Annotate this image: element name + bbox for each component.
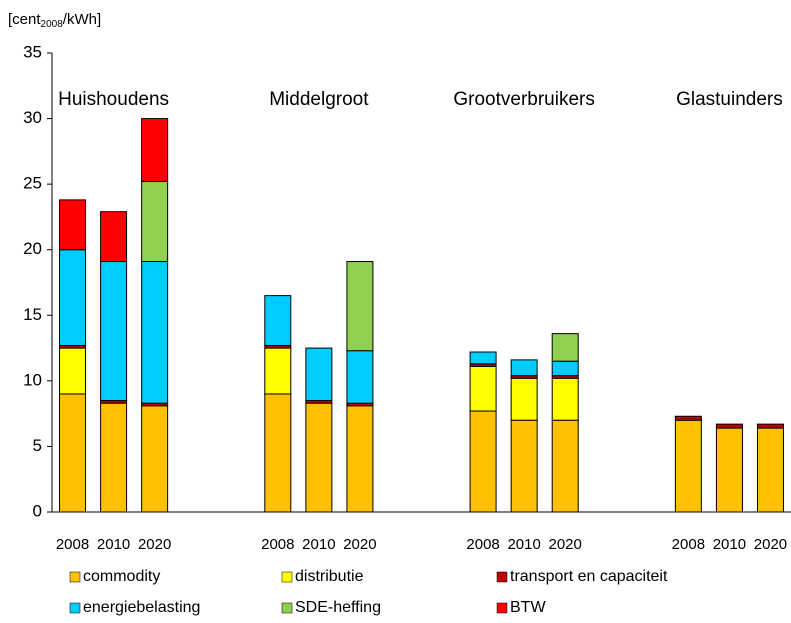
legend-label: commodity — [83, 568, 160, 585]
x-tick-label: 2020 — [754, 536, 787, 553]
group-label: Middelgroot — [269, 89, 369, 110]
y-label-sub: 2008 — [41, 19, 64, 30]
y-axis-label: [cent2008/kWh] — [8, 11, 101, 30]
bar-segment — [141, 118, 169, 183]
bar-segment — [264, 295, 292, 346]
bar-segment — [346, 405, 374, 513]
y-tick-label: 10 — [23, 370, 42, 389]
bar-segment — [59, 347, 87, 395]
y-tick-label: 20 — [23, 239, 42, 258]
legend-label: distributie — [295, 568, 364, 585]
group-label: Glastuinders — [676, 89, 783, 110]
bar-segment — [756, 423, 784, 429]
legend-swatch — [281, 602, 293, 614]
bar-segment — [715, 427, 743, 513]
bar-segment — [551, 377, 579, 421]
bar-segment — [264, 347, 292, 395]
x-tick-label: 2010 — [713, 536, 746, 553]
bar-segment — [100, 211, 128, 263]
y-tick-label: 0 — [33, 501, 42, 520]
y-tick-label: 5 — [33, 436, 42, 455]
bar-segment — [141, 261, 169, 404]
x-tick-label: 2008 — [672, 536, 705, 553]
x-tick-label: 2010 — [97, 536, 130, 553]
bar-segment — [141, 181, 169, 263]
bar-segment — [756, 427, 784, 513]
x-tick-label: 2010 — [302, 536, 335, 553]
bar-segment — [305, 402, 333, 513]
bar-segment — [510, 359, 538, 377]
bar-segment — [59, 249, 87, 346]
y-label-part: /kWh] — [63, 11, 101, 28]
bar-segment — [674, 419, 702, 513]
bar-segment — [510, 377, 538, 421]
y-tick-label: 35 — [23, 42, 42, 61]
bar-segment — [59, 199, 87, 251]
y-label-part: [cent — [8, 11, 41, 28]
bar-segment — [551, 333, 579, 362]
x-tick-label: 2010 — [507, 536, 540, 553]
bar-segment — [469, 351, 497, 365]
legend-swatch — [69, 602, 81, 614]
x-tick-label: 2020 — [549, 536, 582, 553]
x-tick-label: 2008 — [56, 536, 89, 553]
x-tick-label: 2008 — [261, 536, 294, 553]
legend-swatch — [281, 571, 293, 583]
x-tick-label: 2008 — [466, 536, 499, 553]
bar-segment — [59, 393, 87, 513]
legend-swatch — [69, 571, 81, 583]
legend-label: energiebelasting — [83, 599, 200, 616]
legend-swatch — [496, 602, 508, 614]
bar-segment — [100, 261, 128, 402]
legend-label: SDE-heffing — [295, 599, 381, 616]
bar-segment — [100, 402, 128, 513]
bar-segment — [469, 365, 497, 412]
bar-segment — [715, 423, 743, 429]
bar-segment — [551, 360, 579, 377]
bar-segment — [346, 261, 374, 352]
bar-segment — [141, 405, 169, 513]
legend-label: BTW — [510, 599, 546, 616]
bar-segment — [346, 350, 374, 404]
bar-segment — [469, 410, 497, 513]
group-label: Huishoudens — [58, 89, 169, 110]
group-label: Grootverbruikers — [453, 89, 595, 110]
legend-swatch — [496, 571, 508, 583]
bar-segment — [551, 419, 579, 513]
x-tick-label: 2020 — [343, 536, 376, 553]
legend-label: transport en capaciteit — [510, 568, 668, 585]
bar-segment — [674, 415, 702, 421]
y-tick-label: 15 — [23, 305, 42, 324]
y-tick-label: 30 — [23, 108, 42, 127]
bar-segment — [305, 347, 333, 402]
x-tick-label: 2020 — [138, 536, 171, 553]
y-tick-label: 25 — [23, 174, 42, 193]
bar-segment — [264, 393, 292, 513]
bar-segment — [510, 419, 538, 513]
